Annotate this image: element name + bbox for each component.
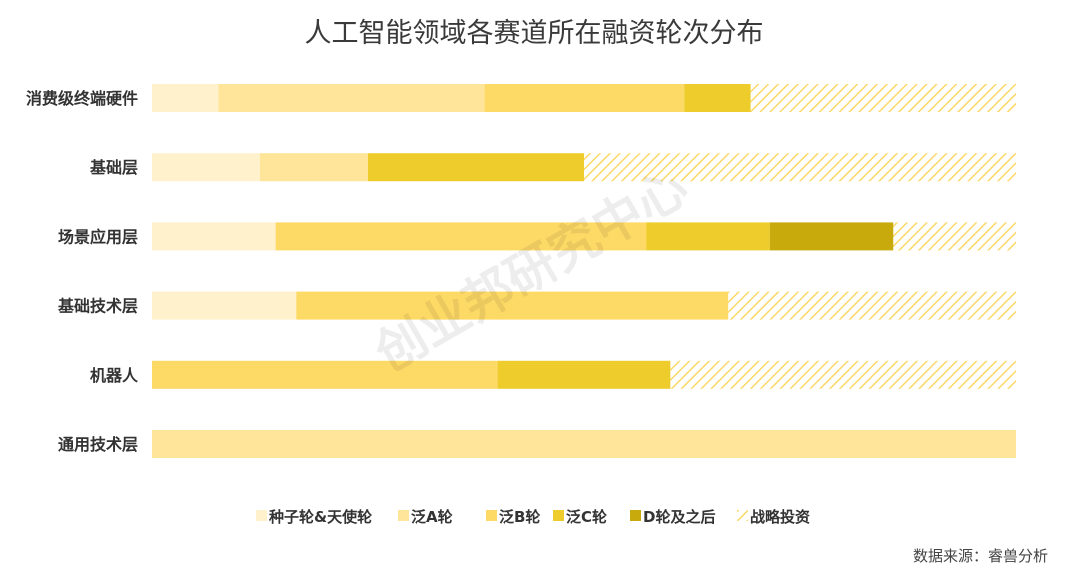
bars-group: [152, 84, 1016, 458]
legend-label: 种子轮&天使轮: [268, 508, 372, 526]
legend-swatch: [486, 510, 497, 521]
bar-segment: [497, 360, 671, 389]
bar-segment: [769, 222, 894, 251]
bar-segment: [152, 153, 260, 182]
bar-segment: [275, 222, 647, 251]
bar-segment: [484, 84, 685, 112]
bar-segment: [152, 222, 276, 251]
bar-segment: [152, 360, 498, 389]
bar-segment: [750, 84, 1016, 112]
legend-label: 泛B轮: [499, 508, 540, 526]
watermark: 创业邦研究中心: [365, 158, 697, 383]
legend-label: D轮及之后: [643, 508, 715, 526]
legend: 种子轮&天使轮 泛A轮 泛B轮 泛C轮 D轮及之后 战略投资: [256, 508, 810, 526]
bar-segment: [646, 222, 770, 251]
bar-segment: [728, 291, 1016, 320]
category-label: 基础技术层: [57, 297, 138, 316]
bar-segment: [152, 84, 219, 112]
bar-segment: [584, 153, 1016, 182]
category-label: 基础层: [89, 158, 138, 177]
legend-swatch: [737, 510, 748, 521]
category-label: 场景应用层: [58, 227, 138, 246]
category-label: 通用技术层: [58, 435, 138, 454]
bar-segment: [218, 84, 485, 112]
bar-segment: [152, 291, 297, 320]
category-label: 机器人: [90, 366, 139, 385]
bar-segment: [368, 153, 584, 182]
legend-label: 泛C轮: [566, 508, 607, 526]
bar-segment: [670, 360, 1016, 389]
bar-segment: [684, 84, 751, 112]
legend-label: 泛A轮: [411, 508, 453, 526]
chart-title: 人工智能领域各赛道所在融资轮次分布: [305, 18, 764, 49]
bar-segment: [893, 222, 1016, 251]
legend-swatch: [398, 510, 409, 521]
category-label: 消费级终端硬件: [26, 89, 138, 108]
bar-segment: [296, 291, 729, 320]
legend-swatch: [553, 510, 564, 521]
legend-label: 战略投资: [750, 508, 810, 526]
legend-swatch: [630, 510, 641, 521]
bar-segment: [152, 430, 1016, 458]
data-source: 数据来源：睿兽分析: [913, 547, 1048, 565]
legend-swatch: [256, 510, 267, 521]
bar-segment: [260, 153, 368, 182]
